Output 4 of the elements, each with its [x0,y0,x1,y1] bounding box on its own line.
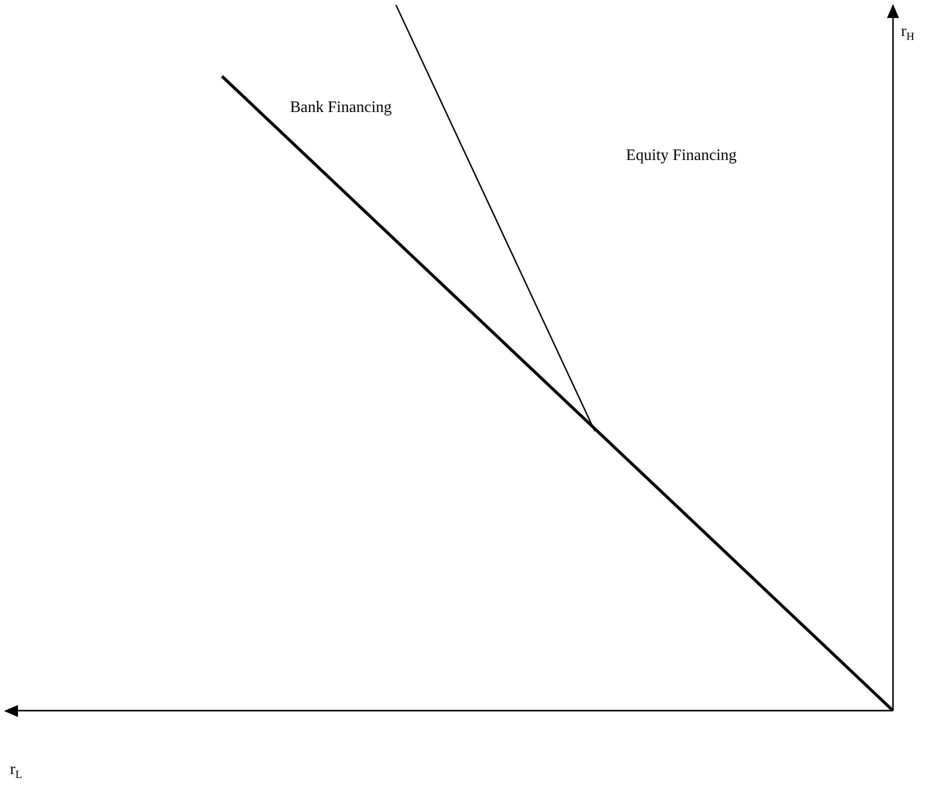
annotation: Equity Financing [626,147,737,164]
y-axis-title: r$_{H}$ [901,23,914,44]
text: r$_{L}$ [10,761,22,782]
annotation: Bank Financing [290,99,392,116]
